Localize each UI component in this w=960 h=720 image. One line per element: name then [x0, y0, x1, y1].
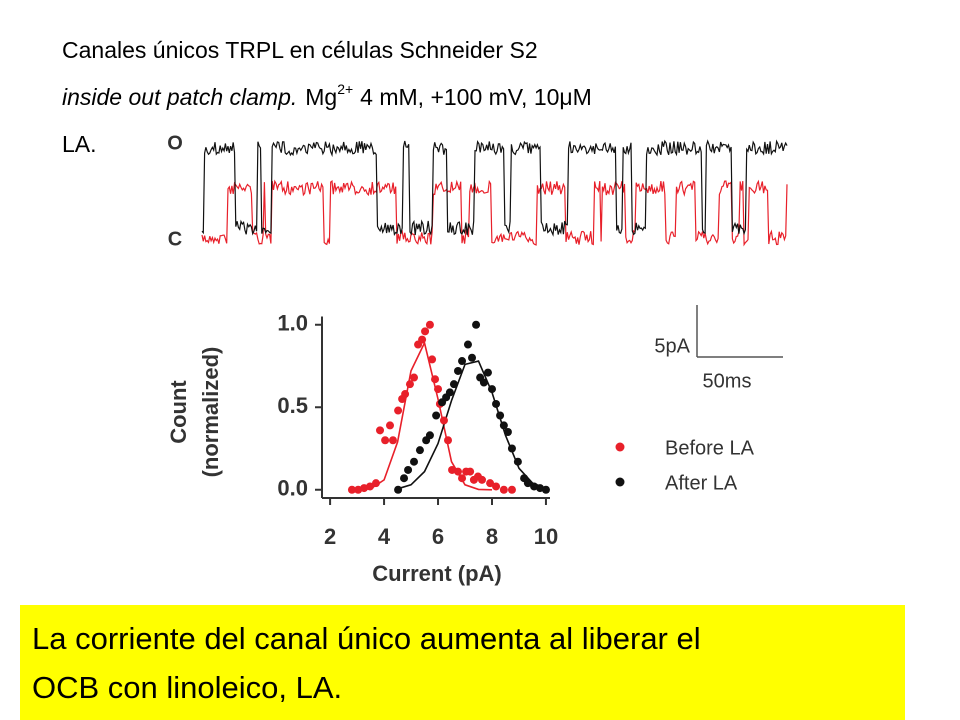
fit-curve — [397, 360, 547, 490]
data-point — [410, 373, 419, 382]
data-point — [468, 353, 477, 362]
data-point — [405, 380, 414, 389]
scale-label: 50ms — [703, 370, 752, 392]
data-point — [421, 327, 430, 336]
data-point — [496, 411, 505, 420]
data-point — [478, 475, 487, 484]
data-point — [513, 457, 522, 466]
y-axis-label: (normalized) — [198, 347, 223, 478]
data-point — [394, 406, 403, 415]
legend-label: After LA — [665, 472, 738, 494]
data-point — [523, 479, 532, 488]
subtitle-text: Mg — [305, 84, 337, 110]
x-axis-label: Current (pA) — [372, 561, 502, 586]
trace-label: C — [168, 228, 182, 250]
data-point — [415, 446, 424, 455]
data-point — [466, 467, 475, 476]
data-point — [507, 485, 516, 494]
data-point — [388, 436, 397, 445]
data-point — [458, 357, 467, 366]
data-point — [394, 485, 403, 494]
data-point — [404, 465, 413, 474]
subtitle-text: LA. — [62, 131, 97, 157]
data-point — [425, 320, 434, 329]
data-point — [472, 320, 481, 329]
data-point — [453, 366, 462, 375]
x-tick-label: 6 — [432, 524, 444, 549]
legend-marker — [615, 442, 625, 452]
data-point — [371, 479, 380, 488]
data-point — [499, 485, 508, 494]
data-point — [439, 416, 448, 425]
footer-text: OCB con linoleico, LA. — [32, 670, 342, 705]
data-point — [425, 431, 434, 440]
slide-subtitle: inside out patch clamp. Mg2+ 4 mM, +100 mV… — [62, 81, 592, 110]
scale-label: 5pA — [654, 335, 690, 357]
footer-box — [20, 605, 905, 720]
slide-title: Canales únicos TRPL en células Schneider… — [62, 37, 538, 63]
data-point — [376, 426, 385, 435]
data-point — [486, 479, 495, 488]
data-point — [410, 457, 419, 466]
subtitle-italic: inside out patch clamp. — [62, 84, 297, 110]
data-point — [458, 474, 467, 483]
data-point — [492, 482, 501, 491]
subtitle-sup: 2+ — [337, 81, 353, 97]
data-point — [541, 485, 550, 494]
subtitle-text: 4 mM, +100 mV, 10μM — [360, 84, 592, 110]
data-point — [487, 385, 496, 394]
x-tick-label: 10 — [534, 524, 558, 549]
data-point — [483, 368, 492, 377]
data-point — [385, 421, 394, 430]
data-point — [381, 436, 390, 445]
fit-curve — [357, 340, 493, 491]
data-point — [434, 385, 443, 394]
data-point — [449, 380, 458, 389]
data-point — [444, 436, 453, 445]
data-point — [431, 375, 440, 384]
legend-marker — [615, 477, 625, 487]
data-point — [401, 390, 410, 399]
data-point — [479, 378, 488, 387]
current-traces — [201, 139, 788, 247]
data-point — [418, 335, 427, 344]
plot: 0.0 0.5 1.0 2 4 6 8 10 Before LA After LA — [277, 311, 754, 549]
data-point — [453, 467, 462, 476]
data-point — [400, 474, 409, 483]
data-point — [428, 355, 437, 364]
trace — [201, 179, 788, 247]
data-point — [432, 411, 441, 420]
x-tick-label: 4 — [378, 524, 391, 549]
y-axis-label: Count — [166, 380, 191, 444]
data-point — [492, 399, 501, 408]
data-point — [503, 428, 512, 436]
data-point — [366, 482, 375, 491]
x-tick-label: 2 — [324, 524, 336, 549]
data-point — [507, 444, 516, 453]
y-tick-label: 1.0 — [277, 311, 308, 336]
footer-text: La corriente del canal único aumenta al … — [32, 621, 701, 656]
data-point — [499, 421, 508, 430]
trace — [201, 139, 788, 237]
data-point — [463, 340, 472, 349]
y-tick-label: 0.5 — [277, 393, 308, 418]
trace-label: O — [167, 132, 183, 154]
x-tick-label: 8 — [486, 524, 498, 549]
data-point — [347, 485, 356, 494]
legend-label: Before LA — [665, 437, 755, 459]
y-tick-label: 0.0 — [277, 476, 308, 501]
data-point — [445, 388, 454, 397]
